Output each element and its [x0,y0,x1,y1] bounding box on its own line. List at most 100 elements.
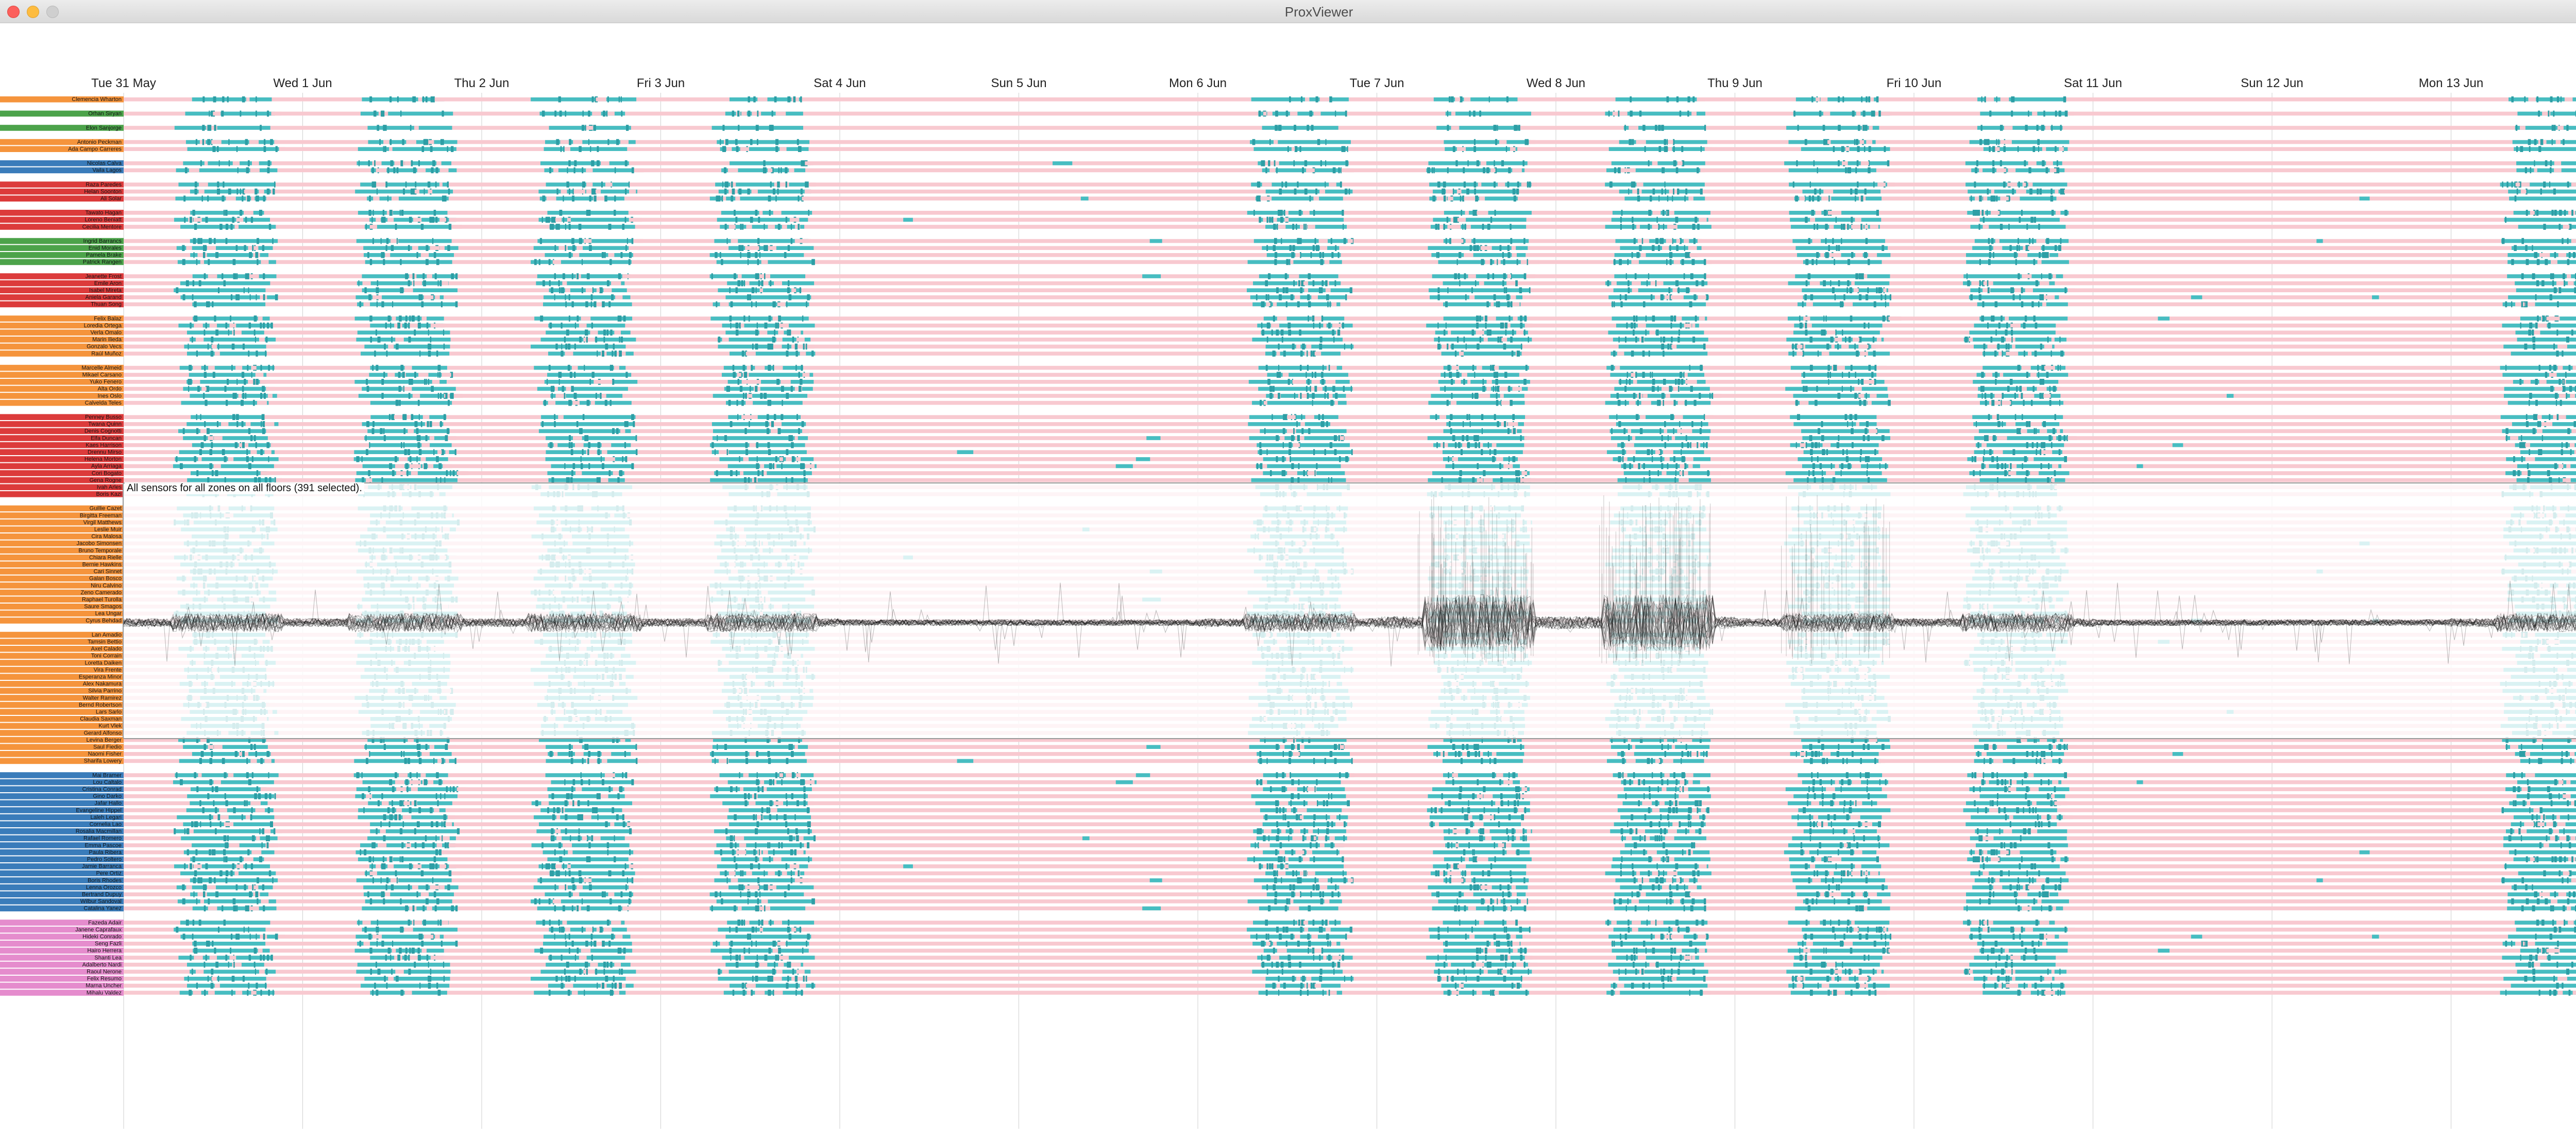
person-color-label[interactable] [0,160,124,166]
person-color-label[interactable] [0,526,124,532]
presence-tick [1687,110,1689,117]
person-color-label[interactable] [0,364,124,371]
person-color-label[interactable] [0,421,124,427]
person-color-label[interactable] [0,210,124,216]
zoom-window-button[interactable] [46,6,59,18]
person-color-label[interactable] [0,322,124,329]
person-color-label[interactable] [0,442,124,448]
presence-tick [1651,386,1655,392]
person-color-label[interactable] [0,505,124,512]
person-color-label[interactable] [0,216,124,223]
person-color-label[interactable] [0,181,124,188]
person-color-label[interactable] [0,224,124,230]
presence-tick [1441,477,1443,483]
presence-tick [263,146,266,152]
presence-track [124,111,2576,116]
absence-gap [598,196,605,201]
person-color-label[interactable] [0,512,124,519]
person-color-label[interactable] [0,386,124,392]
person-color-label[interactable] [0,110,124,117]
presence-tick [1262,301,1265,308]
presence-tick [1338,435,1340,441]
presence-tick [1475,195,1478,202]
absence-gap [1295,253,1300,257]
person-color-label[interactable] [0,315,124,322]
person-color-label[interactable] [0,449,124,455]
absence-gap [1468,274,1476,278]
presence-tick [1445,322,1447,329]
person-color-label[interactable] [0,470,124,476]
person-color-label[interactable] [0,414,124,420]
presence-tick [241,372,245,378]
person-color-label[interactable] [0,519,124,526]
presence-tick [1460,252,1461,258]
person-color-label[interactable] [0,456,124,462]
presence-tick [717,195,721,202]
person-color-label[interactable] [0,238,124,244]
presence-segment [1795,400,1890,405]
presence-tick [2574,386,2576,392]
person-color-label[interactable] [0,399,124,406]
presence-tick [358,280,360,287]
absence-gap [234,225,239,229]
absence-gap [1453,239,1464,243]
person-color-label[interactable] [0,329,124,336]
absence-gap [279,295,285,299]
presence-segment [719,457,814,461]
person-color-label[interactable] [0,337,124,343]
close-window-button[interactable] [7,6,20,18]
presence-tick [1996,414,1999,420]
person-color-label[interactable] [0,491,124,497]
presence-tick [1677,188,1680,195]
presence-tick [1656,216,1658,223]
presence-tick [1991,315,1994,322]
person-color-label[interactable] [0,96,124,103]
person-color-label[interactable] [0,372,124,378]
presence-tick [200,442,204,448]
person-color-label[interactable] [0,273,124,279]
presence-segment [1430,415,1526,419]
presence-tick [1658,224,1660,230]
person-color-label[interactable] [0,188,124,195]
presence-tick [216,421,218,427]
person-color-label[interactable] [0,428,124,435]
person-color-label[interactable] [0,252,124,258]
person-color-label[interactable] [0,379,124,385]
person-color-label[interactable] [0,294,124,300]
absence-gap [1332,323,1342,328]
person-color-label[interactable] [0,146,124,152]
presence-tick [447,181,449,188]
presence-tick [1649,477,1651,483]
presence-tick [1326,421,1328,427]
person-color-label[interactable] [0,343,124,350]
person-color-label[interactable] [0,435,124,441]
person-color-label[interactable] [0,477,124,483]
presence-tick [1660,294,1664,300]
presence-tick [2557,301,2559,308]
presence-tick [421,301,424,308]
presence-tick [236,146,238,152]
person-color-label[interactable] [0,195,124,202]
presence-tick [1980,386,1982,392]
presence-tick [781,386,784,392]
person-color-label[interactable] [0,287,124,293]
person-color-label[interactable] [0,167,124,174]
person-color-label[interactable] [0,484,124,490]
person-color-label[interactable] [0,463,124,470]
person-color-label[interactable] [0,350,124,357]
presence-tick [426,322,429,329]
presence-tick [211,470,214,476]
presence-segment [1253,281,1341,286]
person-color-label[interactable] [0,301,124,308]
presence-tick [2527,477,2530,483]
person-color-label[interactable] [0,259,124,265]
presence-tick [1319,287,1322,293]
person-color-label[interactable] [0,125,124,131]
person-color-label[interactable] [0,139,124,145]
person-color-label[interactable] [0,393,124,399]
presence-tick [208,301,210,308]
presence-tick [772,301,775,308]
minimize-window-button[interactable] [27,6,39,18]
person-color-label[interactable] [0,245,124,251]
person-color-label[interactable] [0,280,124,287]
